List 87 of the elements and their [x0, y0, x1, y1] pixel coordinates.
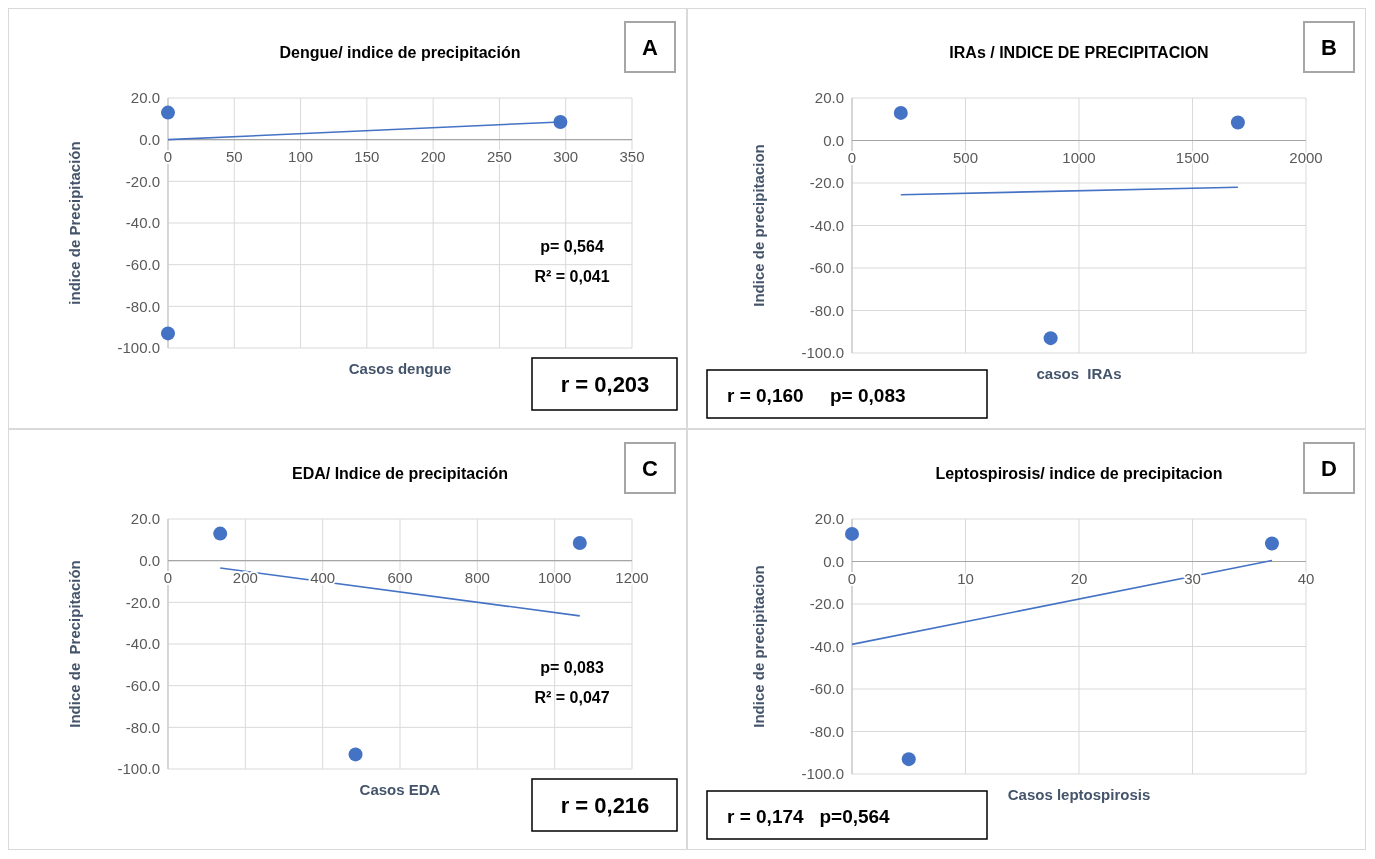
text: A — [642, 35, 659, 60]
y-tick-label: 20.0 — [814, 510, 844, 528]
text: D — [1321, 456, 1337, 481]
point — [213, 526, 228, 541]
text: r = 0,174 p=0,564 — [727, 806, 891, 827]
x-tick-label: 2000 — [1289, 148, 1323, 166]
text: B — [1321, 35, 1337, 60]
chart-title: IRAs / INDICE DE PRECIPITACION — [949, 44, 1209, 61]
x-tick-label: 1500 — [1175, 148, 1210, 166]
y-tick-label: -60.0 — [125, 676, 160, 694]
y-axis-title: Indice de Precipitación — [66, 560, 83, 728]
x-tick-label: 20 — [1070, 569, 1088, 587]
y-tick-label: -80.0 — [809, 301, 844, 319]
annotation: p= 0,083 — [540, 659, 604, 677]
y-tick-label: 0.0 — [823, 131, 844, 149]
y-tick-label: -100.0 — [117, 760, 160, 778]
chart-title: Leptospirosis/ indice de precipitacion — [935, 465, 1223, 482]
x-tick-label: 150 — [354, 147, 380, 165]
y-tick-label: -100.0 — [801, 344, 844, 362]
x-tick-label: 250 — [486, 147, 512, 165]
y-tick-label: -80.0 — [125, 297, 160, 315]
point — [845, 526, 859, 541]
x-tick-label: 1000 — [537, 568, 572, 586]
x-tick-label: 1000 — [1062, 148, 1096, 166]
x-tick-label: 300 — [553, 147, 579, 165]
point — [893, 105, 908, 120]
x-tick-label: 500 — [952, 148, 979, 166]
text: r = 0,203 — [560, 372, 650, 397]
point — [1264, 536, 1279, 551]
y-tick-label: -100.0 — [117, 339, 160, 357]
y-tick-label: 20.0 — [814, 89, 844, 107]
y-tick-label: -80.0 — [125, 718, 160, 736]
chart-title: EDA/ Indice de precipitación — [291, 465, 509, 482]
text: r = 0,160 p= 0,083 — [727, 385, 906, 406]
x-tick-label: 0 — [847, 569, 857, 587]
y-tick-label: -60.0 — [809, 680, 844, 698]
x-tick-label: 100 — [288, 147, 314, 165]
annotation: p= 0,564 — [540, 238, 604, 256]
y-tick-label: -60.0 — [125, 255, 160, 273]
y-tick-label: -60.0 — [809, 259, 844, 277]
x-tick-label: 50 — [225, 147, 243, 165]
x-axis-title: Casos leptospirosis — [1007, 786, 1151, 803]
y-tick-label: -20.0 — [809, 174, 844, 192]
point — [1230, 115, 1245, 130]
x-axis-title: Casos dengue — [348, 360, 452, 377]
y-tick-label: 20.0 — [130, 89, 160, 107]
point — [161, 326, 175, 341]
point — [553, 114, 568, 129]
point — [901, 752, 916, 767]
y-axis-title: indice de Precipitación — [66, 141, 83, 305]
point — [348, 747, 363, 762]
y-tick-label: -40.0 — [125, 214, 160, 232]
y-tick-label: -40.0 — [809, 216, 844, 234]
x-tick-label: 10 — [957, 569, 974, 587]
x-tick-label: 0 — [847, 148, 857, 166]
y-axis-title: Indice de precipitacion — [750, 144, 767, 307]
y-axis-title: Indice de precipitacion — [750, 565, 767, 728]
x-tick-label: 200 — [232, 568, 258, 586]
x-tick-label: 350 — [619, 147, 645, 165]
y-tick-label: -80.0 — [809, 722, 844, 740]
text: r = 0,216 — [560, 793, 650, 818]
y-tick-label: 0.0 — [823, 552, 844, 570]
annotation: R² = 0,047 — [534, 689, 610, 707]
x-tick-label: 0 — [163, 568, 173, 586]
text: C — [642, 456, 659, 481]
x-tick-label: 800 — [464, 568, 490, 586]
chart-title: Dengue/ indice de precipitación — [279, 44, 521, 61]
y-tick-label: -40.0 — [809, 637, 844, 655]
point — [572, 535, 587, 550]
x-tick-label: 600 — [387, 568, 413, 586]
y-tick-label: -20.0 — [125, 593, 160, 611]
y-tick-label: 20.0 — [130, 510, 160, 528]
y-tick-label: -100.0 — [801, 765, 844, 783]
annotation: R² = 0,041 — [534, 268, 610, 286]
x-axis-title: casos IRAs — [1036, 365, 1122, 382]
y-tick-label: -20.0 — [809, 595, 844, 613]
y-tick-label: 0.0 — [139, 551, 160, 569]
y-tick-label: -20.0 — [125, 172, 160, 190]
y-tick-label: -40.0 — [125, 635, 160, 653]
point — [161, 105, 175, 120]
x-tick-label: 40 — [1297, 569, 1315, 587]
y-tick-label: 0.0 — [139, 130, 160, 148]
x-tick-label: 1200 — [615, 568, 649, 586]
point — [1043, 331, 1058, 346]
x-tick-label: 0 — [163, 147, 173, 165]
x-tick-label: 200 — [420, 147, 446, 165]
x-axis-title: Casos EDA — [359, 781, 441, 798]
